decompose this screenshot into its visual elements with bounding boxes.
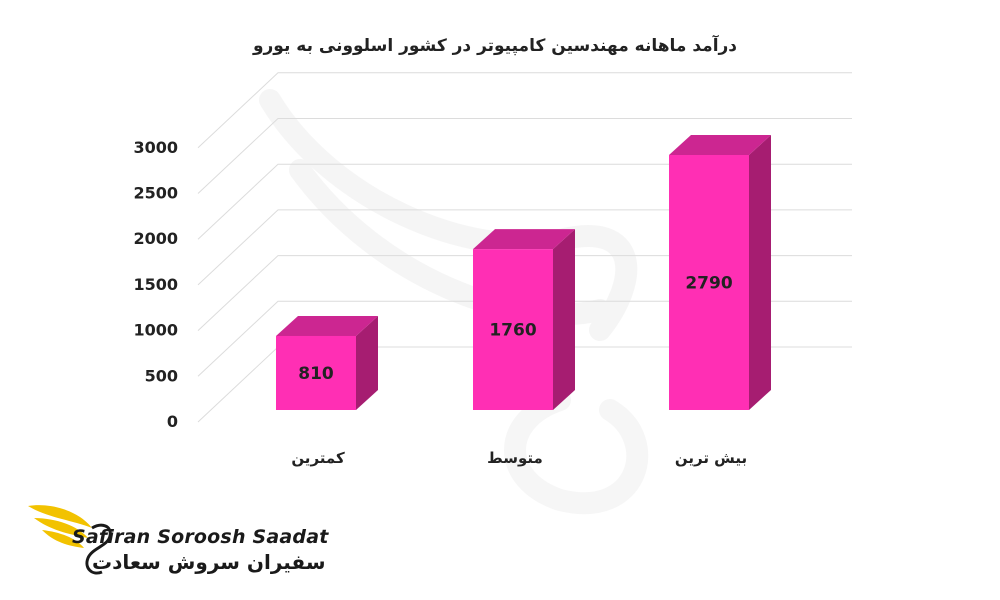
brand-name-fa: سفیران سروش سعادت: [92, 550, 326, 574]
y-axis: 0 500 1000 1500 2000 2500 3000: [133, 138, 178, 431]
x-category-label: متوسط: [487, 449, 543, 467]
grid-line: [197, 255, 852, 331]
y-tick-label: 0: [167, 412, 178, 431]
y-tick-label: 2500: [133, 184, 178, 203]
bar-side: [356, 315, 378, 410]
grid-line: [197, 300, 852, 377]
bar-front: [669, 154, 749, 410]
x-category-label: کمترین: [291, 449, 345, 467]
wing-logo-icon: [28, 505, 112, 575]
bar-value-label: 810: [298, 364, 334, 384]
x-category-label: بیش ترین: [675, 449, 747, 467]
brand-name-en: Safiran Soroosh Saadat: [72, 526, 329, 548]
chart-title: درآمد ماهانه مهندسین کامپیوتر در کشور اس…: [252, 36, 738, 56]
bar-front: [473, 249, 553, 410]
y-tick-label: 1500: [133, 275, 178, 294]
grid-line: [197, 72, 852, 149]
bar-side: [553, 229, 575, 410]
bar-top: [276, 315, 378, 336]
grid-line: [197, 209, 852, 286]
y-tick-label: 3000: [133, 138, 178, 157]
x-axis: کمترین متوسط بیش ترین: [291, 449, 747, 467]
bar-value-label: 1760: [489, 321, 536, 341]
bar-front: [276, 335, 356, 410]
y-tick-label: 500: [145, 366, 178, 385]
bar: 2790: [669, 134, 771, 410]
brand-logo: [28, 505, 112, 575]
grid-line: [197, 118, 852, 194]
bar-side: [749, 134, 771, 410]
y-tick-label: 1000: [133, 321, 178, 340]
bar: 810: [276, 315, 378, 410]
bar-value-label: 2790: [685, 273, 732, 293]
grid-line: [197, 163, 852, 240]
bars: 810 1760 2790: [276, 134, 771, 410]
bar-top: [669, 134, 771, 155]
y-tick-label: 2000: [133, 229, 178, 248]
bar-top: [473, 229, 575, 250]
bar: 1760: [473, 229, 575, 410]
